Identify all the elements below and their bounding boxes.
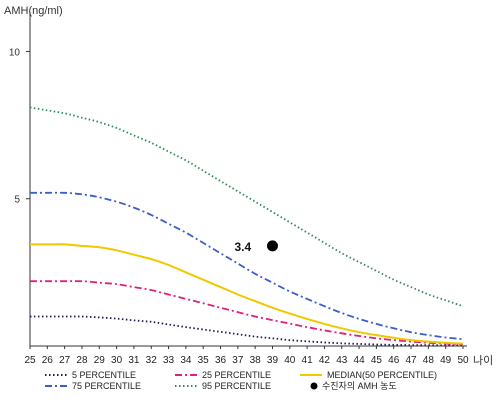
x-tick-label: 29 (94, 355, 106, 366)
x-tick-label: 33 (163, 355, 175, 366)
y-tick-label: 10 (9, 47, 21, 58)
x-tick-label: 49 (440, 355, 452, 366)
marker-group: 3.4 (234, 240, 278, 254)
x-tick-label: 31 (128, 355, 140, 366)
x-tick-label: 42 (319, 355, 331, 366)
legend-marker-swatch (310, 382, 318, 390)
y-axis-title: AMH(ng/ml) (4, 5, 63, 17)
x-tick-label: 26 (42, 355, 54, 366)
x-tick-label: 35 (198, 355, 210, 366)
legend-marker-label: 수진자의 AMH 농도 (322, 381, 397, 391)
x-tick-label: 46 (388, 355, 400, 366)
x-tick-label: 44 (354, 355, 366, 366)
x-tick-label: 34 (180, 355, 192, 366)
x-tick-label: 43 (336, 355, 348, 366)
x-tick-label: 27 (59, 355, 71, 366)
series-line (29, 106, 464, 308)
series-line (30, 280, 464, 346)
x-axis-title: 나이 (473, 354, 493, 367)
legend-label: 5 PERCENTILE (72, 370, 136, 380)
x-tick-label: 48 (423, 355, 435, 366)
x-tick-label: 25 (24, 355, 36, 366)
x-tick-label: 36 (215, 355, 227, 366)
x-tick-label: 45 (371, 355, 383, 366)
x-tick-label: 39 (267, 355, 279, 366)
legend-label: 95 PERCENTILE (202, 381, 271, 391)
x-tick-label: 32 (146, 355, 158, 366)
y-tick-label: 5 (14, 195, 20, 206)
legend-label: MEDIAN(50 PERCENTILE) (327, 370, 437, 380)
series-line (30, 243, 464, 345)
x-tick-label: 30 (111, 355, 123, 366)
legend: 5 PERCENTILE 25 PERCENTILE MEDIAN(50 PERCE… (45, 370, 437, 391)
series-line (30, 191, 464, 341)
x-tick-label: 40 (284, 355, 296, 366)
legend-label: 25 PERCENTILE (202, 370, 271, 380)
x-tick-label: 41 (302, 355, 314, 366)
axes: AMH(ng/ml) 나이 (4, 5, 493, 367)
patient-amh-point (266, 240, 278, 252)
series-line (30, 315, 464, 347)
legend-label: 75 PERCENTILE (72, 381, 141, 391)
patient-amh-label: 3.4 (234, 240, 251, 254)
x-tick-label: 50 (457, 355, 469, 366)
x-tick-label: 38 (250, 355, 262, 366)
x-tick-label: 37 (232, 355, 244, 366)
x-tick-label: 28 (76, 355, 88, 366)
series-lines (29, 106, 464, 347)
x-tick-label: 47 (405, 355, 417, 366)
x-ticks: 25 26 27 28 29 30 31 32 33 34 35 36 37 38 39 40 41 42 43 44… (24, 346, 469, 366)
y-ticks: 5 10 (9, 47, 30, 206)
